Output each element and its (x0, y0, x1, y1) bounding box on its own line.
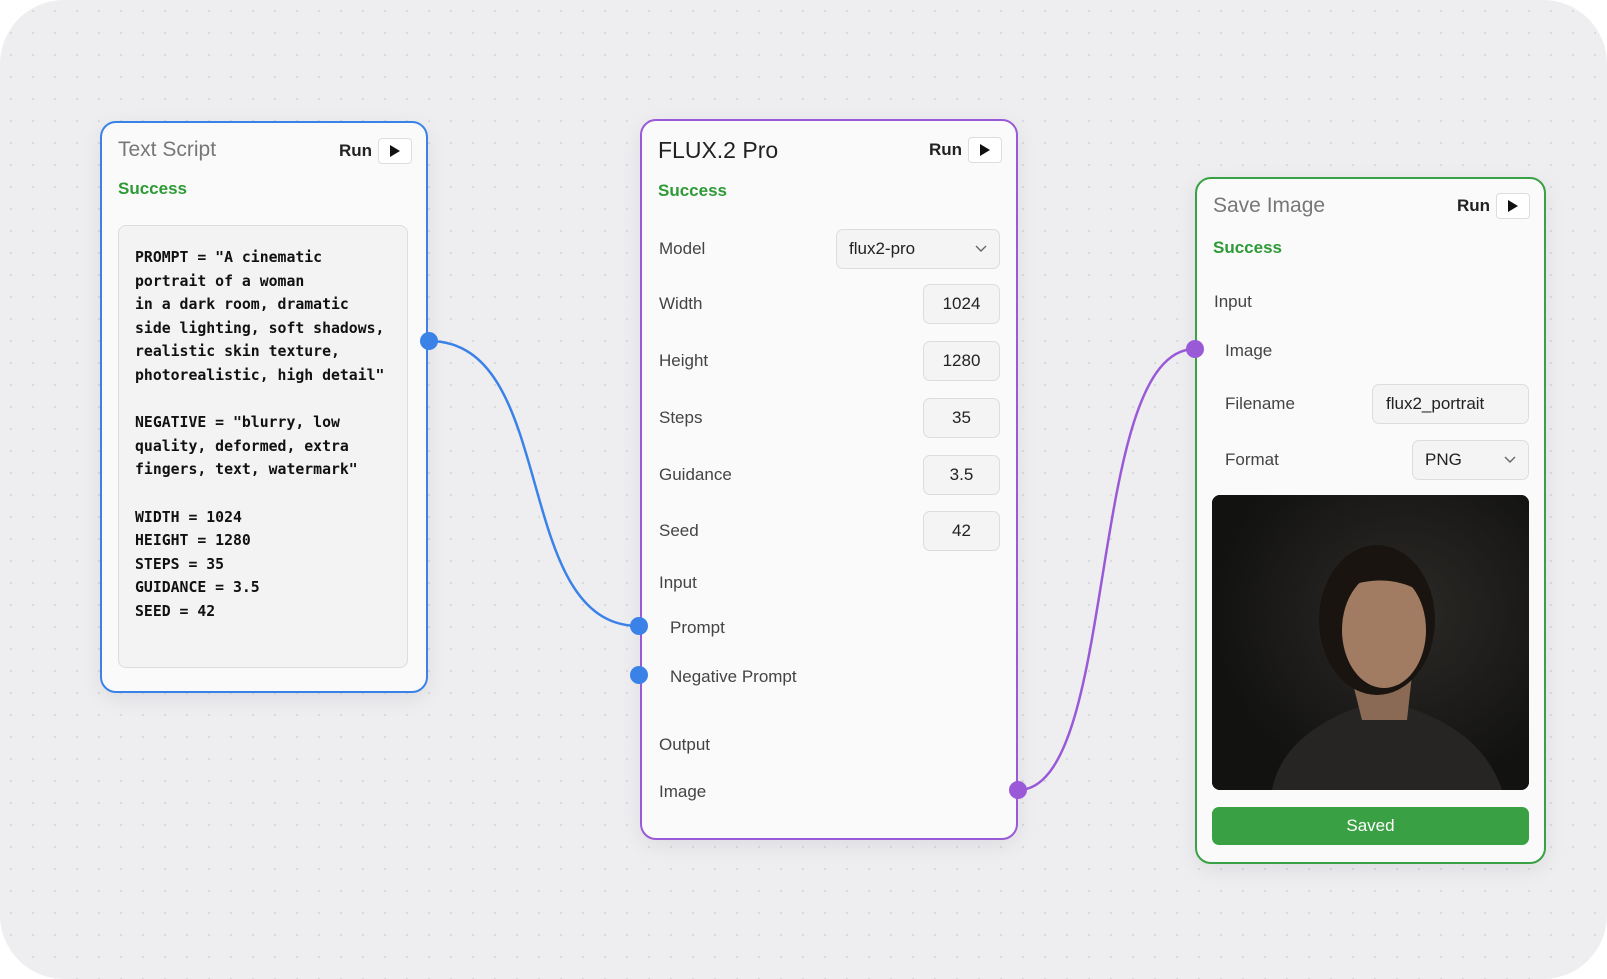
output-label: Image (659, 782, 707, 801)
input-port[interactable] (1186, 340, 1204, 358)
number-input[interactable]: 3.5 (923, 455, 1000, 495)
input-port[interactable] (630, 666, 648, 684)
text-input[interactable]: flux2_portrait (1372, 384, 1529, 424)
field-label: Height (659, 351, 709, 370)
script-editor[interactable]: PROMPT = "A cinematic portrait of a woma… (118, 225, 408, 668)
node-title: Text Script (118, 138, 217, 161)
play-icon (1496, 193, 1530, 219)
model-select[interactable]: flux2-pro (836, 229, 1000, 269)
node-title: FLUX.2 Pro (658, 137, 779, 163)
select-value: PNG (1425, 450, 1462, 469)
flux-node[interactable]: FLUX.2 Pro Run Success Model flux2-pro W… (640, 119, 1018, 840)
edge (1017, 347, 1196, 792)
field-label: Steps (659, 408, 703, 427)
input-label: Negative Prompt (670, 667, 797, 686)
status: Success (118, 179, 187, 198)
run-label: Run (338, 141, 372, 160)
save-image-node[interactable]: Save Image Run Success Input Image Filen… (1195, 177, 1546, 864)
image-preview (1212, 495, 1529, 790)
saved-button[interactable]: Saved (1212, 807, 1529, 845)
field-label: Model (659, 239, 706, 258)
input-label: Prompt (670, 618, 725, 637)
node-title: Save Image (1213, 194, 1326, 217)
section-label: Output (659, 735, 711, 754)
section-label: Input (1214, 292, 1252, 311)
run-label: Run (1456, 196, 1490, 215)
status: Success (1213, 238, 1282, 257)
run-button[interactable]: Run (929, 137, 1002, 163)
field-label: Guidance (659, 465, 732, 484)
number-input[interactable]: 42 (923, 511, 1000, 551)
run-button[interactable]: Run (1457, 193, 1530, 219)
portrait (1212, 495, 1529, 790)
status: Success (658, 181, 727, 200)
field-label: Width (659, 294, 703, 313)
input-label: Image (1225, 341, 1273, 360)
output-port[interactable] (420, 332, 438, 350)
input-port[interactable] (630, 617, 648, 635)
run-label: Run (928, 140, 962, 159)
select-value: flux2-pro (849, 239, 916, 258)
section-label: Input (659, 573, 697, 592)
field-label: Filename (1225, 394, 1295, 413)
text-script-node[interactable]: Text Script Run Success PROMPT = "A cine… (100, 121, 428, 693)
field-label: Seed (659, 521, 699, 540)
format-select[interactable]: PNG (1412, 440, 1529, 480)
number-input[interactable]: 35 (923, 398, 1000, 438)
play-icon (378, 138, 412, 164)
field-label: Format (1225, 450, 1279, 469)
edge (428, 339, 640, 628)
run-button[interactable]: Run (339, 138, 412, 164)
number-input[interactable]: 1280 (923, 341, 1000, 381)
output-port[interactable] (1009, 781, 1027, 799)
play-icon (968, 137, 1002, 163)
number-input[interactable]: 1024 (923, 284, 1000, 324)
